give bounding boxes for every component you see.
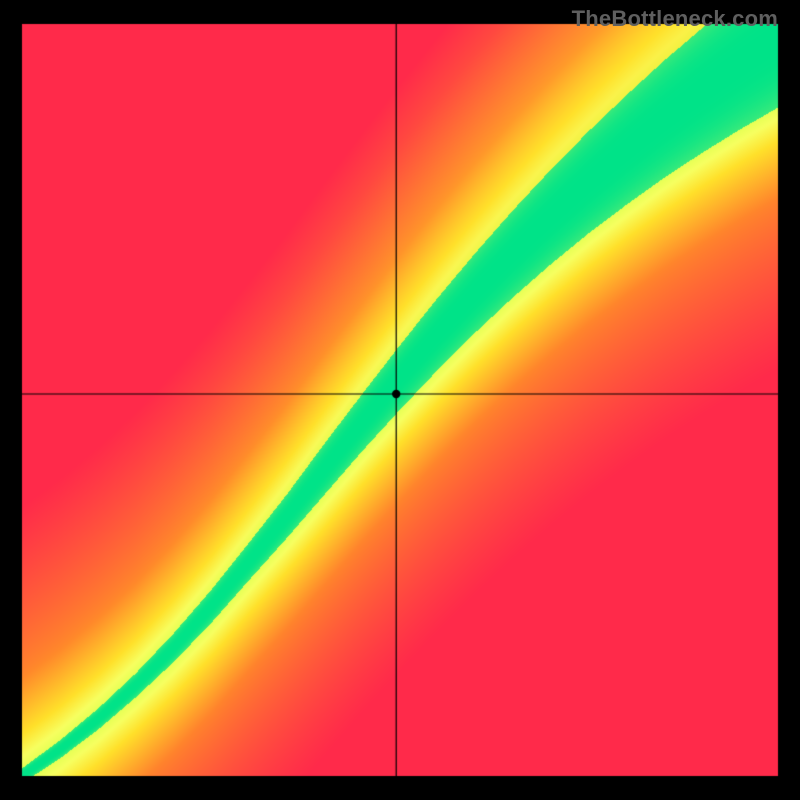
chart-container: { "watermark": "TheBottleneck.com", "cha… xyxy=(0,0,800,800)
bottleneck-heatmap xyxy=(0,0,800,800)
watermark-text: TheBottleneck.com xyxy=(572,6,778,32)
